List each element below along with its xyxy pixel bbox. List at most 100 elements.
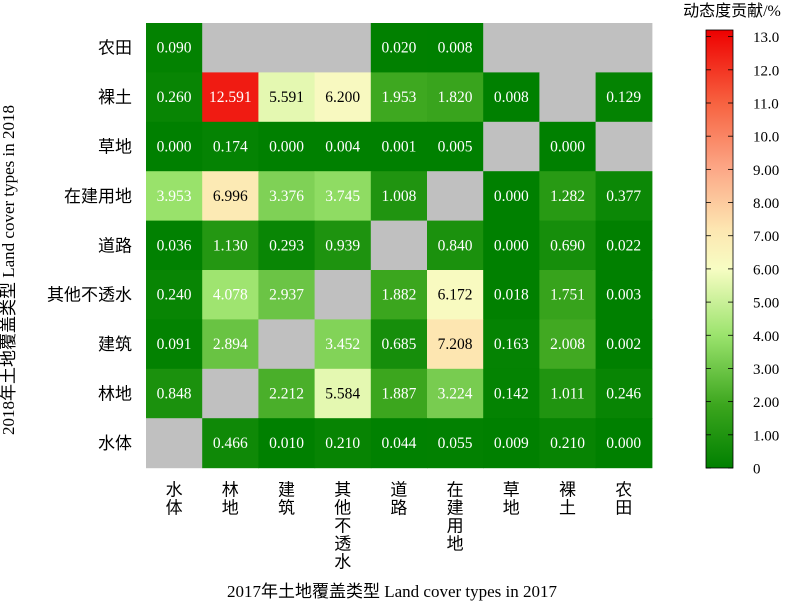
heatmap-cell [483, 368, 540, 419]
y-tick-label: 裸土 [98, 88, 132, 107]
heatmap-cell [202, 220, 259, 271]
heatmap-cell [258, 270, 316, 320]
heatmap-cell [595, 23, 653, 73]
cell-value-label: 0.001 [381, 139, 416, 156]
heatmap-cell [539, 171, 597, 222]
heatmap-cell [595, 368, 653, 419]
cell-value-label: 3.745 [325, 188, 360, 205]
heatmap-cell [258, 121, 316, 172]
cell-value-label: 2.937 [269, 287, 304, 304]
colorbar-tick-label: 2.00 [753, 395, 779, 411]
cell-value-label: 0.377 [606, 188, 641, 205]
heatmap-cell [258, 319, 316, 370]
heatmap-cells [146, 23, 653, 469]
x-tick-label: 林地 [222, 481, 239, 518]
cell-value-label: 0.010 [269, 435, 304, 452]
colorbar-tick-label: 11.0 [753, 97, 779, 113]
cell-value-label: 0.000 [157, 139, 192, 156]
x-tick-label: 在建用地 [447, 481, 464, 554]
cell-value-label: 0.002 [606, 336, 641, 353]
cell-value-label: 0.091 [157, 336, 192, 353]
cell-value-label: 0.036 [157, 237, 192, 254]
cell-value-label: 0.018 [494, 287, 529, 304]
heatmap-cell [146, 319, 203, 370]
heatmap-cell [202, 418, 259, 469]
heatmap-cell [202, 72, 259, 123]
cell-value-label: 0.848 [157, 386, 192, 403]
cell-value-label: 0.163 [494, 336, 529, 353]
colorbar-tick-label: 7.00 [753, 229, 779, 245]
cell-value-label: 0.690 [550, 237, 585, 254]
heatmap-cell [314, 72, 372, 123]
heatmap-cell [314, 220, 372, 271]
cell-value-label: 0.260 [157, 89, 192, 106]
heatmap-cell [595, 270, 653, 320]
colorbar-tick-label: 4.00 [753, 329, 779, 345]
heatmap-cell [539, 121, 597, 172]
cell-value-label: 1.011 [550, 386, 584, 403]
heatmap-cell [370, 121, 428, 172]
colorbar-tick-label: 9.00 [753, 163, 779, 179]
cell-value-label: 0.005 [438, 139, 473, 156]
colorbar [705, 29, 734, 469]
heatmap-cell [483, 270, 540, 320]
colorbar-tick-label: 6.00 [753, 262, 779, 278]
cell-value-label: 0.210 [550, 435, 585, 452]
cell-value-label: 2.894 [213, 336, 248, 353]
x-tick-label: 草地 [503, 481, 520, 518]
cell-value-label: 1.008 [381, 188, 416, 205]
heatmap-cell [314, 418, 372, 469]
x-axis-label: 2017年土地覆盖类型 Land cover types in 2017 [227, 582, 558, 601]
cell-value-label: 1.282 [550, 188, 585, 205]
heatmap-cell [483, 171, 540, 222]
y-tick-label: 在建用地 [64, 187, 132, 206]
heatmap-cell [258, 171, 316, 222]
y-tick-label: 水体 [98, 434, 132, 453]
cell-value-label: 12.591 [209, 89, 252, 106]
heatmap-cell [370, 418, 428, 469]
x-tick-label: 裸土 [559, 481, 576, 518]
cell-value-label: 6.996 [213, 188, 248, 205]
cell-value-label: 0.000 [494, 237, 529, 254]
heatmap-cell [370, 368, 428, 419]
y-tick-label: 道路 [98, 236, 132, 255]
heatmap-cell [146, 220, 203, 271]
cell-value-label: 0.055 [438, 435, 473, 452]
cell-value-label: 1.751 [550, 287, 585, 304]
cell-value-label: 0.009 [494, 435, 529, 452]
heatmap-cell [314, 270, 372, 320]
heatmap-cell [483, 72, 540, 123]
y-tick-label: 林地 [98, 385, 132, 404]
cell-value-label: 0.293 [269, 237, 304, 254]
cell-value-label: 4.078 [213, 287, 248, 304]
heatmap-cell [314, 368, 372, 419]
cell-value-label: 5.591 [269, 89, 304, 106]
heatmap-cell [314, 171, 372, 222]
heatmap-cell [483, 418, 540, 469]
y-tick-label: 草地 [98, 138, 132, 157]
heatmap-cell [539, 418, 597, 469]
heatmap-cell [146, 121, 203, 172]
cell-value-label: 0.000 [269, 139, 304, 156]
cell-value-label: 0.240 [157, 287, 192, 304]
cell-value-label: 6.200 [325, 89, 360, 106]
y-tick-label: 其他不透水 [47, 286, 132, 305]
heatmap-cell [483, 121, 540, 172]
cell-value-label: 0.003 [606, 287, 641, 304]
cell-value-label: 3.953 [157, 188, 192, 205]
heatmap-cell [427, 270, 484, 320]
colorbar-title: 动态度贡献/% [683, 2, 781, 20]
cell-value-label: 0.246 [606, 386, 641, 403]
heatmap-cell [483, 23, 540, 73]
heatmap-cell [427, 72, 484, 123]
cell-value-label: 0.008 [438, 40, 473, 57]
cell-value-labels: 0.090 0.020 0.008 0.260 12.591 5.591 6.200 1.95… [157, 40, 642, 452]
cell-value-label: 5.584 [325, 386, 360, 403]
heatmap-cell [595, 220, 653, 271]
cell-value-label: 0.685 [381, 336, 416, 353]
heatmap-cell [370, 171, 428, 222]
heatmap-cell [595, 171, 653, 222]
heatmap-cell [595, 121, 653, 172]
x-tick-label: 建筑 [278, 481, 295, 518]
heatmap-cell [427, 121, 484, 172]
